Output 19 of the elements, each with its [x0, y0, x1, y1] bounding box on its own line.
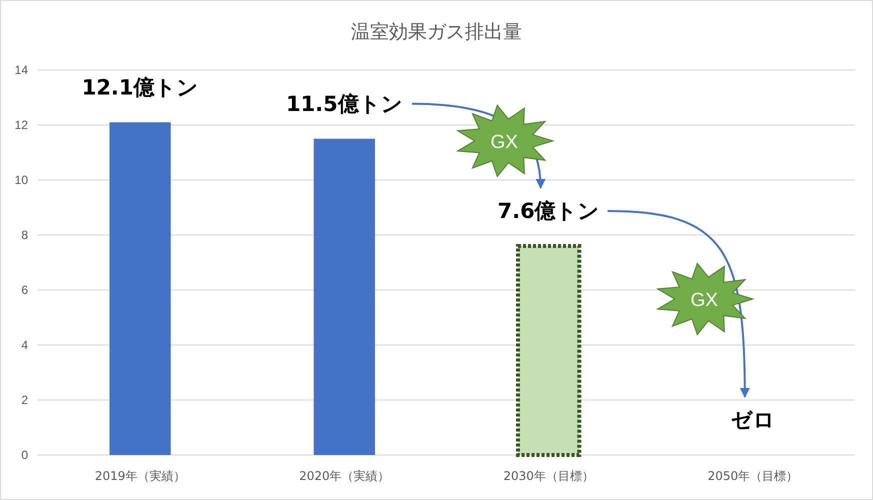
y-tick-label: 2: [21, 393, 28, 407]
data-label: 12.1億トン: [82, 75, 199, 100]
annotation: GX: [690, 290, 718, 311]
data-label: 7.6億トン: [498, 199, 600, 223]
chart-title: 温室効果ガス排出量: [351, 21, 522, 43]
y-tick-label: 0: [21, 448, 28, 462]
x-tick-label: 2050年（目標）: [708, 469, 798, 483]
y-tick-label: 14: [14, 63, 28, 77]
x-tick-label: 2030年（目標）: [503, 469, 594, 483]
x-tick-label: 2020年（実績）: [299, 469, 390, 483]
y-tick-label: 8: [21, 228, 28, 242]
x-tick-label: 2019年（実績）: [94, 469, 186, 483]
annotation: GX: [490, 132, 518, 153]
data-label: ゼロ: [730, 408, 775, 432]
data-label: 11.5億トン: [286, 92, 403, 116]
y-tick-label: 12: [14, 118, 28, 132]
y-tick-label: 10: [14, 173, 28, 187]
y-tick-label: 6: [21, 283, 28, 297]
y-tick-label: 4: [21, 338, 28, 352]
